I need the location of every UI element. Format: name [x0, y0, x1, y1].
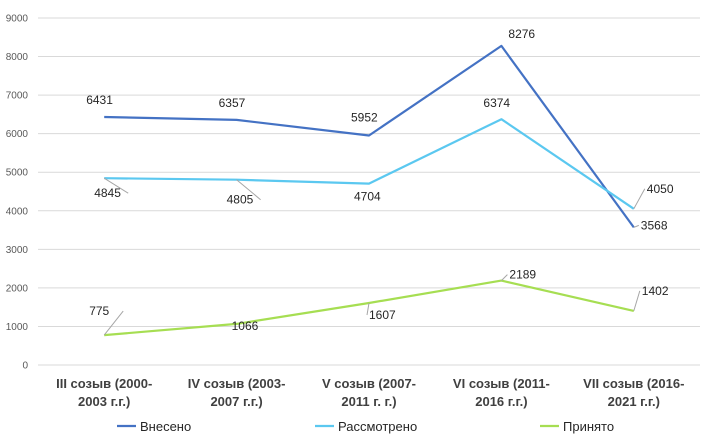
y-tick-label: 0	[22, 361, 28, 372]
gridlines	[38, 17, 700, 366]
data-label: 6431	[86, 93, 113, 107]
data-label-leader	[633, 290, 641, 312]
x-tick-label: 2011 г. г.)	[341, 394, 396, 409]
y-tick-label: 5000	[6, 168, 29, 179]
data-label-leader	[103, 177, 129, 194]
data-label: 4050	[647, 182, 674, 196]
data-label: 5952	[351, 111, 378, 125]
data-label: 1066	[232, 319, 259, 333]
y-tick-label: 4000	[6, 206, 29, 217]
x-tick-label: 2016 г.г.)	[475, 394, 527, 409]
data-label: 4704	[354, 190, 381, 204]
legend-label: Рассмотрено	[338, 419, 417, 434]
series-line-1	[104, 118, 635, 210]
x-tick-label: VI созыв (2011-	[453, 376, 550, 391]
y-tick-label: 2000	[6, 283, 29, 294]
series-line-0	[104, 44, 635, 229]
legend-label: Внесено	[140, 419, 191, 434]
data-label-leader	[236, 179, 261, 201]
x-tick-label: 2007 г.г.)	[210, 394, 262, 409]
y-tick-label: 3000	[6, 245, 29, 256]
x-tick-label: 2003 г.г.)	[78, 394, 130, 409]
y-tick-label: 6000	[6, 129, 29, 140]
data-label: 1607	[369, 308, 396, 322]
data-label: 775	[89, 304, 109, 318]
y-tick-label: 9000	[6, 14, 29, 25]
x-axis-categories: III созыв (2000- 2003 г.г.) IV созыв (2003…	[56, 376, 684, 409]
data-label: 6357	[219, 96, 246, 110]
data-label-leader	[366, 302, 370, 316]
data-label: 4845	[94, 186, 121, 200]
data-label: 8276	[508, 27, 535, 41]
data-labels: 6431 6357 5952 8276 3568 4845 4805 4704 6374 4050…	[86, 27, 674, 336]
x-tick-label: 2021 г.г.)	[608, 394, 660, 409]
y-tick-label: 1000	[6, 322, 29, 333]
x-tick-label: VII созыв (2016-	[583, 376, 684, 391]
data-label: 2189	[509, 268, 536, 282]
data-label-leader	[103, 310, 124, 336]
data-label: 3568	[641, 218, 668, 232]
data-label: 1402	[642, 284, 669, 298]
x-tick-label: V созыв (2007-	[322, 376, 416, 391]
y-axis-ticks: 0 1000 2000 3000 4000 5000 6000 7000 8000 9000	[6, 14, 29, 372]
x-tick-label: III созыв (2000-	[56, 376, 152, 391]
legend: Внесено Рассмотрено Принято	[117, 419, 614, 434]
data-label-leader	[633, 224, 639, 228]
data-label: 6374	[483, 96, 510, 110]
x-tick-label: IV созыв (2003-	[188, 376, 286, 391]
data-label: 4805	[227, 193, 254, 207]
y-tick-label: 8000	[6, 52, 29, 63]
y-tick-label: 7000	[6, 91, 29, 102]
legend-label: Принято	[563, 419, 614, 434]
data-label-leader	[633, 188, 646, 210]
data-label-leader	[501, 274, 508, 281]
